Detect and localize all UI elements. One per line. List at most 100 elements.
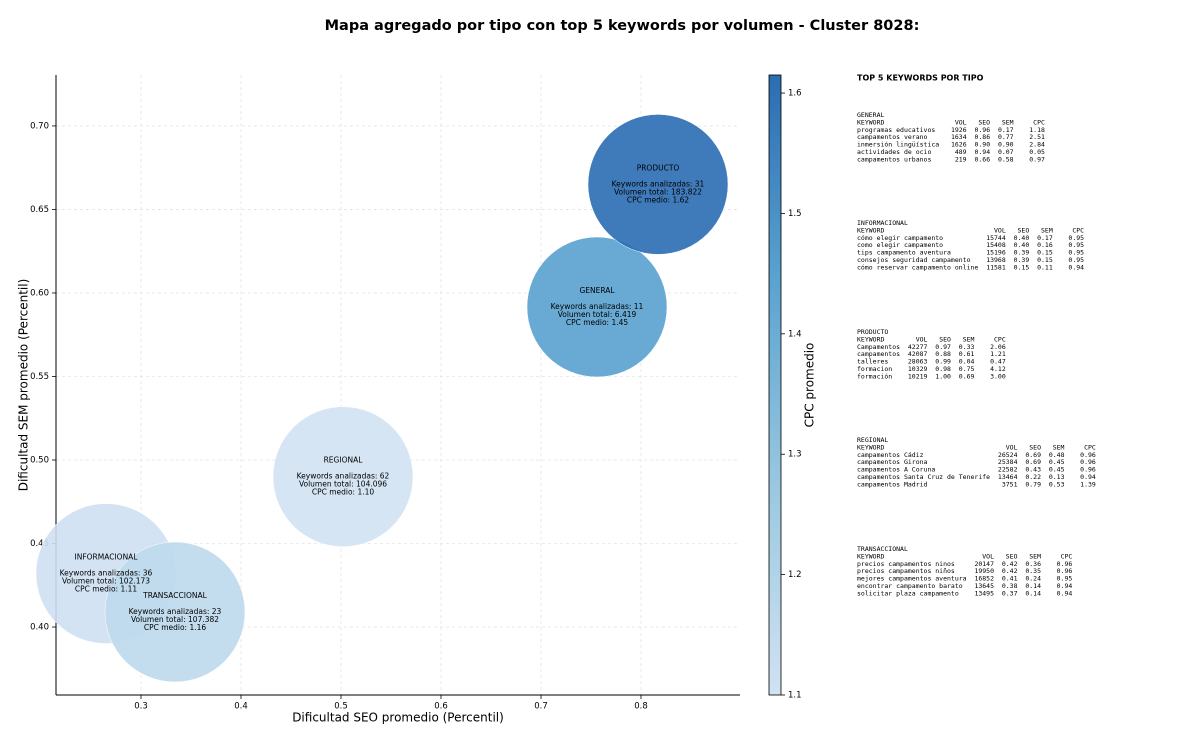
table-cell: 0.95: [1057, 575, 1073, 583]
table-cell: 13968: [986, 256, 1006, 264]
table-cell: 3.00: [990, 372, 1006, 380]
colorbar-tick-label: 1.4: [788, 329, 802, 339]
keyword-cell: Campamentos: [857, 343, 900, 351]
table-cell: CPC: [1084, 443, 1096, 451]
keyword-cell: campamentos Girona: [857, 458, 928, 466]
bubble: [272, 406, 414, 547]
table-cell: VOL: [982, 552, 994, 560]
table-cell: 0.75: [959, 365, 975, 373]
table-cell: SEM: [1029, 552, 1041, 560]
table-cell: 0.96: [974, 126, 990, 134]
table-cell: 0.42: [1002, 567, 1018, 575]
group-name: REGIONAL: [857, 436, 888, 444]
table-cell: 0.90: [998, 141, 1014, 149]
x-tick-label: 0.4: [234, 702, 248, 712]
table-cell: 0.95: [1068, 241, 1084, 249]
table-cell: CPC: [1061, 552, 1073, 560]
bubble-name: REGIONAL: [324, 456, 364, 465]
group-name: GENERAL: [857, 111, 884, 119]
bubble-name: PRODUCTO: [637, 163, 680, 172]
table-cell: SEM: [1041, 226, 1053, 234]
keyword-cell: talleres: [857, 358, 888, 366]
table-cell: 0.58: [998, 155, 1014, 163]
bubble-info: Volumen total: 104.096: [299, 480, 387, 489]
table-cell: 0.96: [1080, 451, 1096, 459]
keyword-cell: formación: [857, 372, 892, 380]
keyword-cell: cómo reservar campamento online: [857, 263, 978, 271]
bubble-info: Volumen total: 107.382: [131, 615, 219, 624]
table-cell: 10329: [908, 365, 928, 373]
table-cell: 2.84: [1029, 141, 1045, 149]
keyword-cell: KEYWORD: [857, 552, 884, 560]
table-cell: CPC: [1033, 118, 1045, 126]
bubble-info: CPC medio: 1.16: [144, 623, 207, 632]
table-cell: 0.69: [1025, 458, 1041, 466]
bubble-info: Keywords analizadas: 62: [297, 472, 390, 481]
table-cell: 0.97: [1029, 155, 1045, 163]
bubble-info: CPC medio: 1.11: [75, 585, 138, 594]
table-cell: 489: [955, 148, 967, 156]
colorbar-tick-label: 1.3: [788, 450, 802, 460]
colorbar-tick-label: 1.1: [788, 691, 802, 701]
keyword-cell: KEYWORD: [857, 226, 884, 234]
table-cell: 28063: [908, 358, 928, 366]
table-cell: 0.42: [1002, 560, 1018, 568]
table-cell: 0.40: [1014, 234, 1030, 242]
table-cell: 0.94: [1057, 582, 1073, 590]
bubble: [526, 236, 668, 378]
keyword-cell: consejos seguridad campamento: [857, 256, 971, 264]
bubble: [587, 114, 729, 255]
table-cell: 0.07: [998, 148, 1014, 156]
table-cell: 22582: [998, 466, 1018, 474]
x-tick-label: 0.5: [334, 702, 348, 712]
table-cell: 0.95: [1068, 249, 1084, 257]
table-cell: 0.77: [998, 133, 1014, 141]
table-cell: 20147: [974, 560, 994, 568]
keyword-cell: campamentos: [857, 350, 900, 358]
table-cell: 0.99: [935, 358, 951, 366]
bubble-info: Keywords analizadas: 23: [129, 607, 222, 616]
chart-title: Mapa agregado por tipo con top 5 keyword…: [325, 18, 920, 34]
table-cell: 0.90: [974, 141, 990, 149]
panel-title: TOP 5 KEYWORDS POR TIPO: [857, 74, 984, 83]
bubble-info: Volumen total: 183.822: [614, 187, 702, 196]
colorbar-label: CPC promedio: [803, 343, 817, 428]
bubble-name: TRANSACCIONAL: [142, 591, 207, 600]
colorbar: [768, 74, 782, 696]
table-cell: 0.95: [1068, 256, 1084, 264]
table-cell: 0.24: [1025, 575, 1041, 583]
table-cell: 0.47: [990, 358, 1006, 366]
table-cell: VOL: [994, 226, 1006, 234]
group-name: INFORMACIONAL: [857, 219, 908, 227]
table-cell: 0.11: [1037, 263, 1053, 271]
bubble-info: CPC medio: 1.62: [627, 195, 690, 204]
table-cell: 1.00: [935, 372, 951, 380]
keyword-cell: tips campamento aventura: [857, 249, 951, 257]
group-name: PRODUCTO: [857, 328, 888, 336]
y-tick-label: 0.55: [30, 372, 49, 382]
table-cell: 0.39: [1014, 249, 1030, 257]
table-cell: SEO: [1018, 226, 1030, 234]
table-cell: 0.39: [1014, 256, 1030, 264]
table-cell: 10219: [908, 372, 928, 380]
table-cell: 25384: [998, 458, 1018, 466]
table-cell: 0.96: [1080, 466, 1096, 474]
table-cell: 0.33: [959, 343, 975, 351]
table-cell: 0.48: [1049, 451, 1065, 459]
keyword-cell: campamentos Madrid: [857, 480, 928, 488]
y-axis-label: Dificultad SEM promedio (Percentil): [17, 279, 31, 492]
table-cell: 0.41: [1002, 575, 1018, 583]
table-cell: 1926: [951, 126, 967, 134]
x-tick-label: 0.8: [634, 702, 648, 712]
table-cell: 0.96: [1080, 458, 1096, 466]
table-cell: SEM: [1002, 118, 1014, 126]
table-cell: 0.96: [1057, 567, 1073, 575]
y-tick-label: 0.45: [30, 539, 49, 549]
table-cell: 219: [955, 155, 967, 163]
table-cell: 0.15: [1037, 249, 1053, 257]
table-cell: 13495: [974, 589, 994, 597]
table-cell: SEO: [978, 118, 990, 126]
table-cell: 11581: [986, 263, 1006, 271]
table-cell: 1.18: [1029, 126, 1045, 134]
table-cell: 19950: [974, 567, 994, 575]
